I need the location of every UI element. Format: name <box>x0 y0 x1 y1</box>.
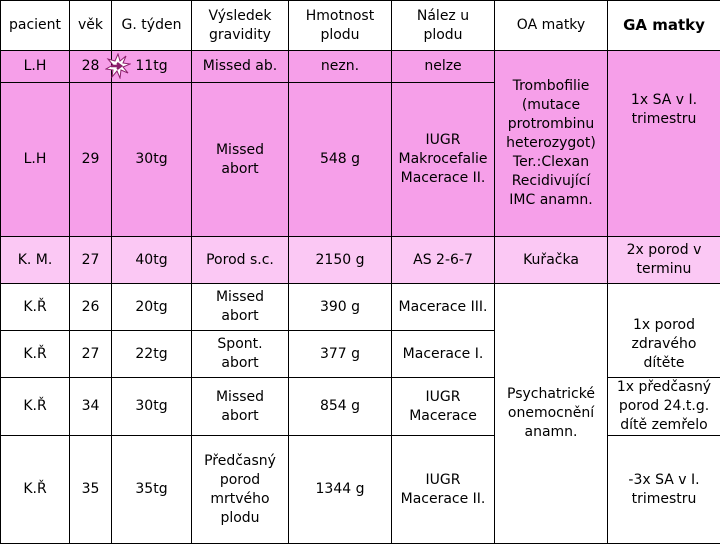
nalez-text: IUGR Macerace II. <box>394 471 492 509</box>
header-vysledek-text: Výsledek gravidity <box>194 7 286 45</box>
header-vek: věk <box>70 1 112 51</box>
cell-oa-km: Kuřačka <box>495 237 608 284</box>
header-vysledek: Výsledek gravidity <box>192 1 289 51</box>
cell-tyden: 40tg <box>112 237 192 284</box>
cell-pacient: K.Ř <box>1 436 70 544</box>
cell-tyden: 35tg <box>112 436 192 544</box>
cell-hmotnost: 2150 g <box>289 237 392 284</box>
ga-kr2-text: 1x předčasný porod 24.t.g. dítě zemřelo <box>610 378 718 435</box>
table-row: K.Ř 35 35tg Předčasný porod mrtvého plod… <box>1 436 720 544</box>
table-row: K. M. 27 40tg Porod s.c. 2150 g AS 2-6-7… <box>1 237 720 284</box>
vysledek-text: Missed abort <box>194 388 286 426</box>
cell-vek: 35 <box>70 436 112 544</box>
cell-vysledek: Porod s.c. <box>192 237 289 284</box>
header-row: pacient věk G. týden Výsledek gravidity … <box>1 1 720 51</box>
nalez-text: IUGR Makrocefalie Macerace II. <box>394 131 492 188</box>
cell-pacient: K.Ř <box>1 378 70 436</box>
cell-vysledek: Missed abort <box>192 284 289 331</box>
cell-nalez: IUGR Macerace II. <box>392 436 495 544</box>
cell-hmotnost: 377 g <box>289 331 392 378</box>
cell-hmotnost: 1344 g <box>289 436 392 544</box>
cell-oa-lh: Trombofilie (mutace protrombinu heterozy… <box>495 51 608 237</box>
cell-nalez: Macerace I. <box>392 331 495 378</box>
cell-pacient: K.Ř <box>1 331 70 378</box>
cell-tyden: 30tg <box>112 83 192 237</box>
nalez-text: IUGR Macerace <box>394 388 492 426</box>
header-ga: GA matky <box>608 1 720 51</box>
oa-kr-text: Psychatrické onemocnění anamn. <box>497 385 605 442</box>
cell-vysledek: Předčasný porod mrtvého plodu <box>192 436 289 544</box>
cell-pacient: K. M. <box>1 237 70 284</box>
cell-ga-kr3: -3x SA v I. trimestru <box>608 436 720 544</box>
cell-ga-kr2: 1x předčasný porod 24.t.g. dítě zemřelo <box>608 378 720 436</box>
ga-kr1-text: 1x porod zdravého dítěte <box>610 316 718 373</box>
cell-vek: 26 <box>70 284 112 331</box>
star-arrow-icon-graphic <box>105 53 131 79</box>
cell-pacient: L.H <box>1 83 70 237</box>
cell-vysledek: Missed abort <box>192 378 289 436</box>
star-arrow-icon <box>105 53 131 79</box>
cell-ga-km: 2x porod v terminu <box>608 237 720 284</box>
ga-lh-text: 1x SA v I. trimestru <box>610 91 718 129</box>
header-hmotnost-text: Hmotnost plodu <box>291 7 389 45</box>
ga-km-text: 2x porod v terminu <box>610 241 718 279</box>
cell-vysledek: Spont. abort <box>192 331 289 378</box>
cell-oa-kr: Psychatrické onemocnění anamn. <box>495 284 608 544</box>
cell-pacient: L.H <box>1 51 70 83</box>
cell-vek: 27 <box>70 237 112 284</box>
table-row: K.Ř 26 20tg Missed abort 390 g Macerace … <box>1 284 720 331</box>
cell-nalez: Macerace III. <box>392 284 495 331</box>
header-nalez-text: Nález u plodu <box>394 7 492 45</box>
cell-ga-lh: 1x SA v I. trimestru <box>608 51 720 237</box>
cell-hmotnost: 854 g <box>289 378 392 436</box>
cell-ga-kr1: 1x porod zdravého dítěte <box>608 284 720 378</box>
vysledek-text: Předčasný porod mrtvého plodu <box>194 452 286 528</box>
header-nalez: Nález u plodu <box>392 1 495 51</box>
cell-pacient: K.Ř <box>1 284 70 331</box>
header-hmotnost: Hmotnost plodu <box>289 1 392 51</box>
vysledek-text: Missed abort <box>194 141 286 179</box>
cell-vysledek: Missed ab. <box>192 51 289 83</box>
header-tyden: G. týden <box>112 1 192 51</box>
cell-nalez: AS 2-6-7 <box>392 237 495 284</box>
cell-vek: 27 <box>70 331 112 378</box>
header-oa: OA matky <box>495 1 608 51</box>
cell-hmotnost: 390 g <box>289 284 392 331</box>
cell-hmotnost: nezn. <box>289 51 392 83</box>
cell-vysledek: Missed abort <box>192 83 289 237</box>
cell-nalez: nelze <box>392 51 495 83</box>
cell-nalez: IUGR Makrocefalie Macerace II. <box>392 83 495 237</box>
cell-hmotnost: 548 g <box>289 83 392 237</box>
ga-kr3-text: -3x SA v I. trimestru <box>610 471 718 509</box>
vysledek-text: Missed abort <box>194 288 286 326</box>
cell-tyden: 22tg <box>112 331 192 378</box>
cell-vek: 29 <box>70 83 112 237</box>
cell-tyden: 20tg <box>112 284 192 331</box>
oa-lh-text: Trombofilie (mutace protrombinu heterozy… <box>497 77 605 210</box>
cell-nalez: IUGR Macerace <box>392 378 495 436</box>
cell-tyden: 30tg <box>112 378 192 436</box>
cell-vek: 34 <box>70 378 112 436</box>
vysledek-text: Spont. abort <box>194 335 286 373</box>
table-row: K.Ř 34 30tg Missed abort 854 g IUGR Mace… <box>1 378 720 436</box>
header-pacient: pacient <box>1 1 70 51</box>
